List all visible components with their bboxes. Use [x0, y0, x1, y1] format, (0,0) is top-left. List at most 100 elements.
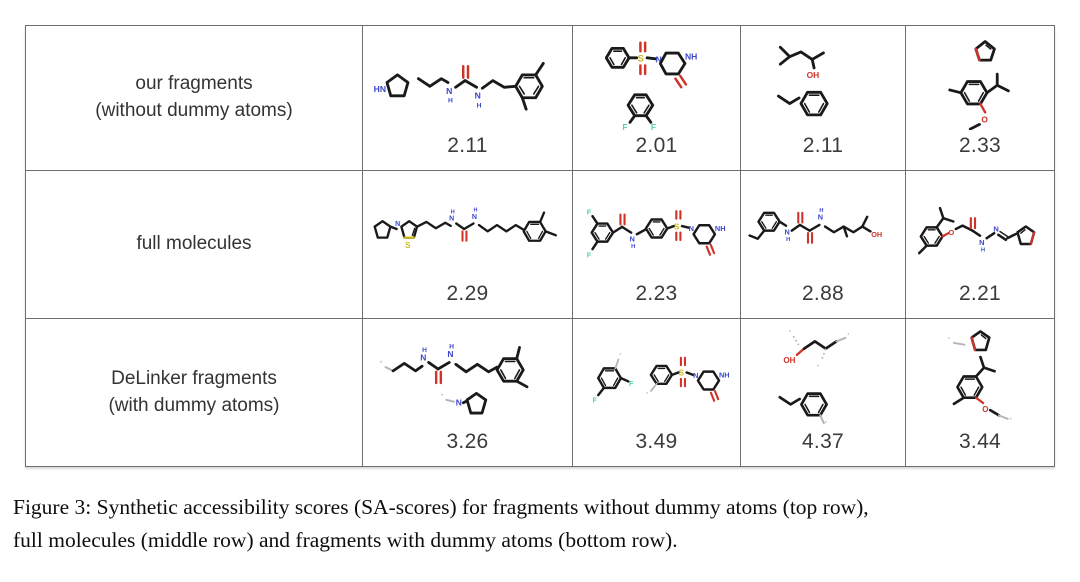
sa-score: 2.21	[958, 282, 1002, 305]
svg-text:*: *	[1010, 418, 1013, 424]
svg-text:H: H	[422, 347, 427, 354]
table-cell-r1c2: S N NH F F 2.01	[573, 26, 741, 171]
svg-text:O: O	[948, 227, 954, 236]
svg-text:S: S	[673, 222, 679, 231]
svg-text:HN: HN	[373, 84, 385, 94]
molecule-structure-svg: * N H N H * N	[379, 343, 528, 415]
svg-text:F: F	[592, 395, 597, 404]
svg-text:N: N	[420, 353, 426, 363]
molecule-structure-svg: O N H N	[917, 206, 1036, 254]
molecule-structure-svg: N S N H N H	[373, 207, 557, 249]
molecule-drawing: * F F * S N NH	[577, 325, 736, 428]
row-label-delinker-fragments: DeLinker fragments (with dummy atoms)	[26, 319, 363, 466]
molecule-drawing: N S N H N H	[367, 177, 568, 280]
svg-text:NH: NH	[684, 51, 696, 61]
svg-text:OH: OH	[807, 70, 820, 80]
molecule-drawing: HN N H N H	[367, 32, 568, 132]
svg-text:H: H	[447, 97, 452, 104]
sa-score: 3.44	[958, 430, 1002, 453]
svg-text:H: H	[981, 247, 985, 253]
svg-text:F: F	[622, 121, 627, 131]
molecule-drawing: * OH * * *	[745, 325, 901, 428]
sa-score: 2.23	[635, 282, 678, 305]
molecule-drawing: F F N H S N NH	[577, 177, 736, 280]
sa-score: 3.26	[446, 430, 489, 453]
svg-text:OH: OH	[783, 356, 795, 365]
molecule-drawing: OH	[745, 32, 901, 132]
svg-text:N: N	[784, 227, 789, 236]
svg-text:O: O	[981, 114, 988, 124]
table-cell-r1c3: OH 2.11	[741, 26, 906, 171]
svg-text:F: F	[586, 208, 591, 217]
sa-score: 4.37	[801, 430, 845, 453]
molecule-drawing: * N H N H * N	[367, 325, 568, 428]
svg-text:*: *	[948, 337, 951, 343]
svg-text:S: S	[678, 369, 684, 378]
svg-text:*: *	[825, 421, 828, 426]
svg-text:H: H	[819, 207, 823, 213]
molecule-structure-svg: HN N H N H	[373, 61, 545, 111]
table-cell-r1c4: O 2.33	[906, 26, 1054, 171]
svg-text:N: N	[655, 54, 661, 64]
molecule-drawing: O	[910, 32, 1050, 132]
svg-text:F: F	[586, 250, 591, 259]
table-cell-r2c3: N H N H OH 2.88	[741, 171, 906, 319]
svg-text:S: S	[405, 240, 410, 249]
table-cell-r3c3: * OH * * * 4.37	[741, 319, 906, 466]
svg-text:N: N	[449, 215, 454, 222]
svg-text:N: N	[447, 349, 453, 359]
svg-text:*: *	[817, 364, 820, 370]
svg-text:*: *	[379, 360, 382, 367]
molecule-structure-svg: OH	[777, 45, 829, 117]
svg-text:N: N	[979, 237, 984, 246]
svg-text:H: H	[631, 244, 635, 250]
svg-text:H: H	[786, 237, 790, 243]
table-cell-r3c1: * N H N H * N 3.26	[363, 319, 573, 466]
svg-text:N: N	[395, 220, 400, 227]
svg-text:*: *	[646, 392, 648, 398]
svg-text:NH: NH	[714, 224, 725, 233]
table-cell-r3c2: * F F * S N NH 3.49	[573, 319, 741, 466]
molecule-drawing: * O *	[910, 325, 1050, 428]
molecule-structure-svg: * O *	[948, 330, 1013, 424]
sa-score: 2.01	[635, 134, 678, 157]
molecule-structure-svg: N H N H OH	[748, 207, 882, 244]
svg-text:N: N	[688, 224, 693, 233]
table-cell-r2c4: O N H N 2.21	[906, 171, 1054, 319]
molecule-drawing: O N H N	[910, 177, 1050, 280]
figure-caption: Figure 3: Synthetic accessibility scores…	[13, 495, 869, 552]
svg-text:O: O	[982, 405, 988, 414]
svg-text:H: H	[449, 343, 454, 350]
molecule-structure-svg: O	[948, 39, 1010, 130]
svg-text:N: N	[818, 212, 823, 221]
svg-text:NH: NH	[719, 370, 730, 379]
molecule-structure-svg: F F N H S N NH	[586, 208, 725, 259]
svg-text:*: *	[619, 353, 621, 359]
svg-text:F: F	[629, 379, 634, 388]
svg-text:H: H	[450, 209, 454, 215]
molecule-structure-svg: * F F * S N NH	[592, 353, 730, 404]
molecule-drawing: N H N H OH	[745, 177, 901, 280]
molecule-structure-svg: S N NH F F	[604, 40, 697, 131]
svg-text:N: N	[455, 398, 461, 408]
svg-text:H: H	[476, 102, 481, 109]
svg-text:N: N	[474, 90, 480, 100]
svg-text:N: N	[993, 224, 998, 233]
svg-text:H: H	[473, 207, 477, 213]
svg-text:*: *	[789, 330, 792, 336]
svg-text:*: *	[440, 393, 443, 400]
sa-score: 2.33	[958, 134, 1002, 157]
svg-text:F: F	[650, 121, 655, 131]
sa-score: 2.11	[447, 134, 488, 157]
svg-text:N: N	[629, 235, 634, 244]
svg-text:N: N	[446, 85, 452, 95]
sa-score: 2.29	[446, 282, 489, 305]
figure-table: our fragments (without dummy atoms) HN N…	[25, 25, 1055, 467]
svg-text:*: *	[847, 333, 850, 339]
sa-score: 3.49	[635, 430, 678, 453]
molecule-structure-svg: * OH * * *	[778, 330, 850, 426]
svg-text:OH: OH	[871, 230, 882, 239]
svg-text:N: N	[693, 371, 698, 380]
sa-score: 2.88	[801, 282, 845, 305]
table-cell-r2c2: F F N H S N NH 2.23	[573, 171, 741, 319]
